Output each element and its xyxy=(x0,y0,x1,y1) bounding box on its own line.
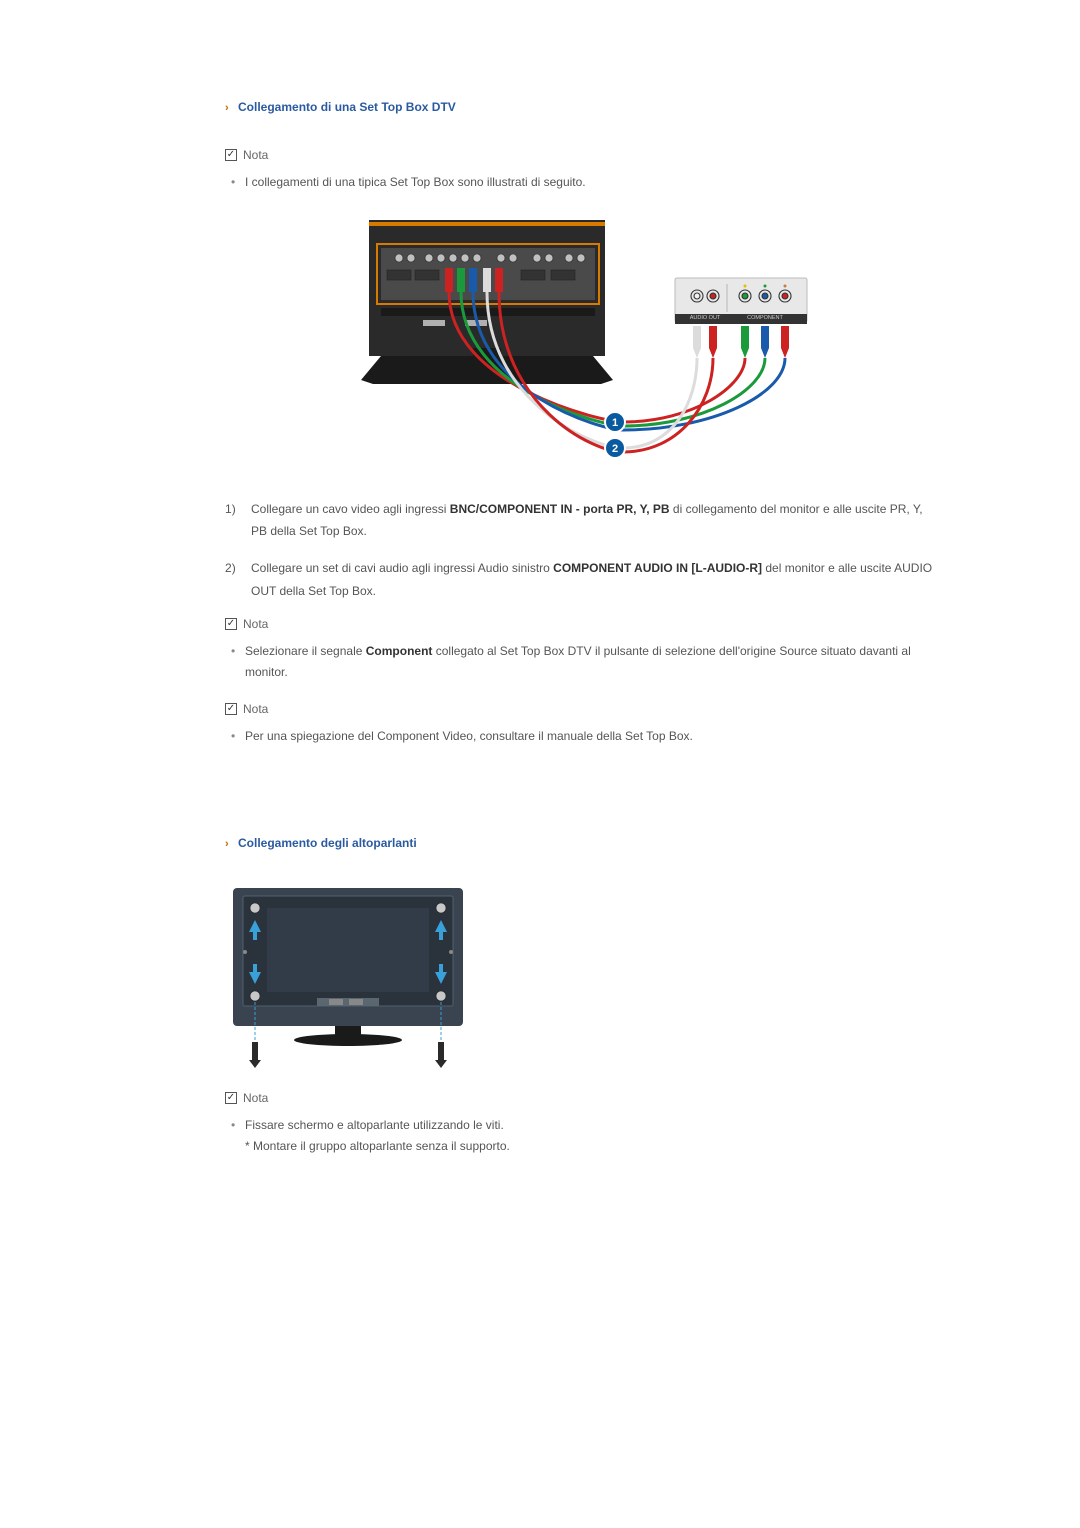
svg-text:COMPONENT: COMPONENT xyxy=(747,315,783,321)
note-label: Nota xyxy=(243,1091,268,1105)
checkbox-icon: ✓ xyxy=(225,1092,237,1104)
note-row: ✓ Nota xyxy=(225,617,940,631)
section-title: Collegamento degli altoparlanti xyxy=(238,836,417,850)
section-heading-dtv: › Collegamento di una Set Top Box DTV xyxy=(225,100,940,114)
svg-text:1: 1 xyxy=(611,417,617,429)
steps-list: Collegare un cavo video agli ingressi BN… xyxy=(225,498,940,603)
chevron-icon: › xyxy=(225,102,229,114)
stb-plugs xyxy=(693,326,789,358)
note-row: ✓ Nota xyxy=(225,148,940,162)
connection-diagram-dtv: AUDIO OUT COMPONENT 1 2 xyxy=(225,216,940,466)
set-top-box: AUDIO OUT COMPONENT xyxy=(675,278,807,358)
section-title: Collegamento di una Set Top Box DTV xyxy=(238,100,456,114)
note-subitem: * Montare il gruppo altoparlante senza i… xyxy=(245,1136,940,1158)
note-row: ✓ Nota xyxy=(225,702,940,716)
note-item: I collegamenti di una tipica Set Top Box… xyxy=(231,172,940,194)
step-item: Collegare un set di cavi audio agli ingr… xyxy=(225,557,940,603)
note-label: Nota xyxy=(243,148,268,162)
speaker-diagram xyxy=(225,884,940,1073)
badge-2: 2 xyxy=(605,438,625,458)
note-row: ✓ Nota xyxy=(225,1091,940,1105)
step-item: Collegare un cavo video agli ingressi BN… xyxy=(225,498,940,544)
note-list: Per una spiegazione del Component Video,… xyxy=(225,726,940,748)
note-item: Fissare schermo e altoparlante utilizzan… xyxy=(231,1115,940,1158)
checkbox-icon: ✓ xyxy=(225,149,237,161)
note-label: Nota xyxy=(243,617,268,631)
section-heading-speaker: › Collegamento degli altoparlanti xyxy=(225,836,940,850)
chevron-icon: › xyxy=(225,838,229,850)
badge-1: 1 xyxy=(605,412,625,432)
note-item: Selezionare il segnale Component collega… xyxy=(231,641,940,684)
svg-text:AUDIO OUT: AUDIO OUT xyxy=(689,315,720,321)
note-label: Nota xyxy=(243,702,268,716)
checkbox-icon: ✓ xyxy=(225,618,237,630)
note-list: Selezionare il segnale Component collega… xyxy=(225,641,940,684)
svg-text:2: 2 xyxy=(611,443,617,455)
note-item: Per una spiegazione del Component Video,… xyxy=(231,726,940,748)
note-list: Fissare schermo e altoparlante utilizzan… xyxy=(225,1115,940,1158)
checkbox-icon: ✓ xyxy=(225,703,237,715)
note-list: I collegamenti di una tipica Set Top Box… xyxy=(225,172,940,194)
